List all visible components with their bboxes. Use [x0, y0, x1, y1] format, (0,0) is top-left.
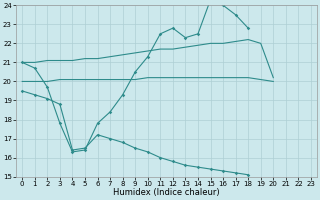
X-axis label: Humidex (Indice chaleur): Humidex (Indice chaleur) — [113, 188, 220, 197]
